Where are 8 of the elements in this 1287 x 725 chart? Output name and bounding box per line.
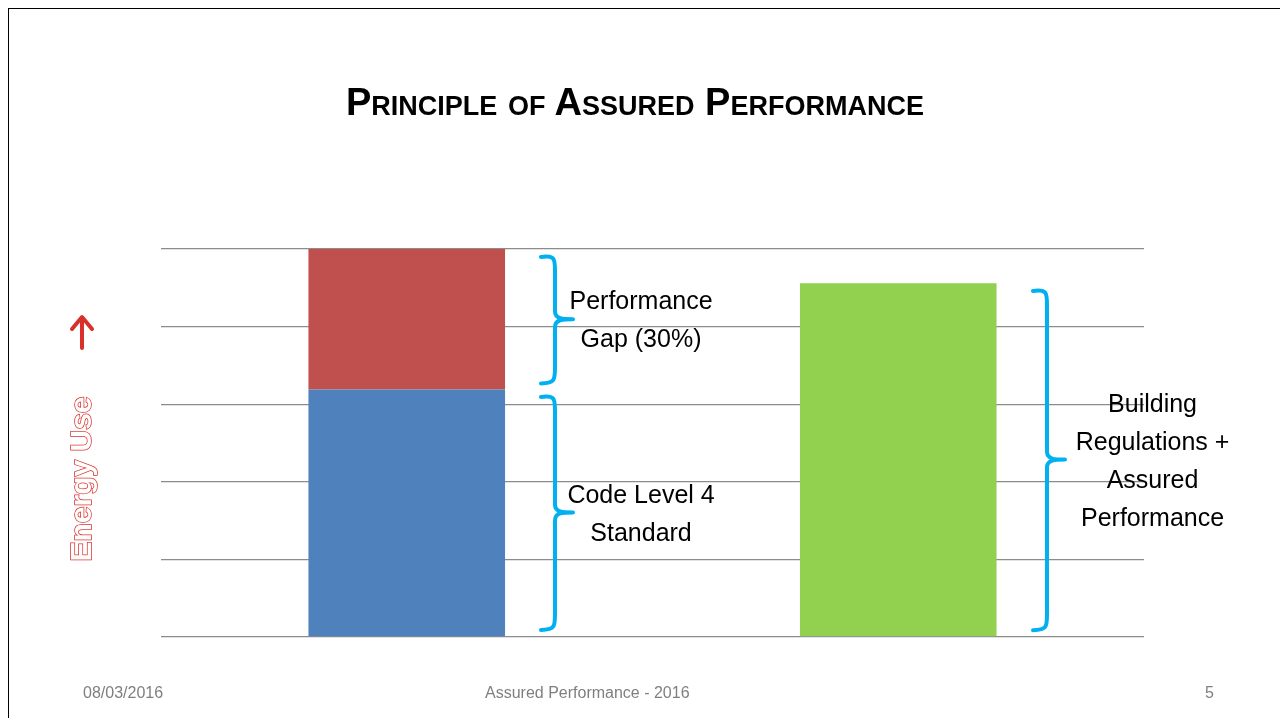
text: 08/03/2016 (83, 684, 164, 702)
text: 5 (1205, 684, 1214, 702)
text: Assured Performance - 2016 (485, 684, 690, 702)
annotation: Building Regulations + Assured Performance (1074, 387, 1231, 533)
y-axis-title: Energy Use (64, 396, 98, 562)
chart-title: Principle of Assured Performance (346, 81, 924, 124)
annotation: Code Level 4 Standard (566, 478, 716, 548)
annotation: Performance Gap (30%) (568, 285, 714, 355)
